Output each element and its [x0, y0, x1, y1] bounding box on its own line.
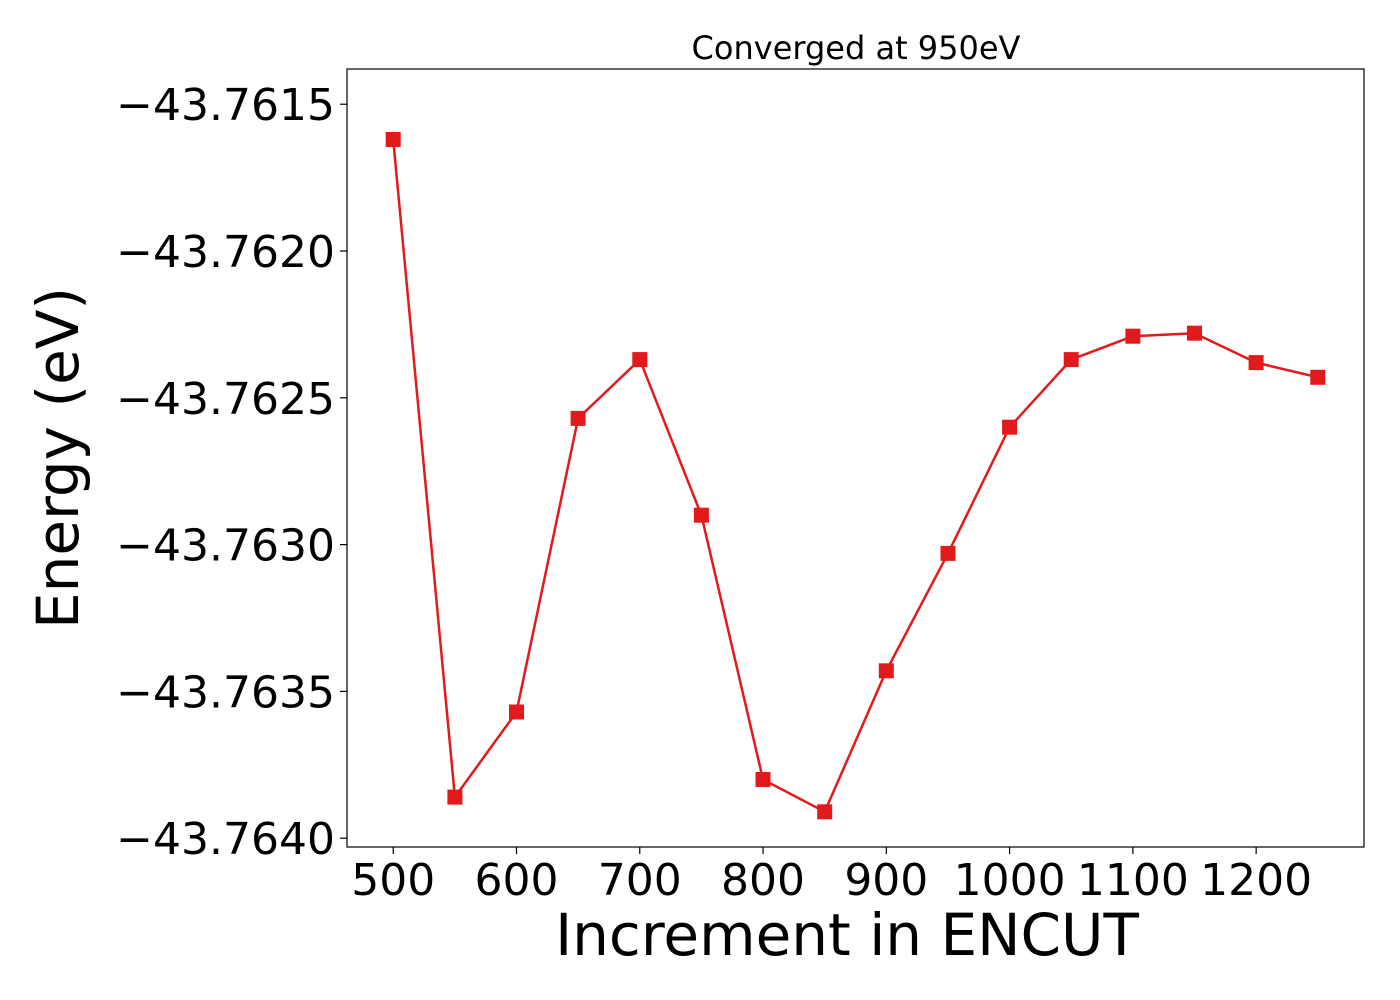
- chart-title: Converged at 950eV: [692, 29, 1021, 67]
- y-tick-label: −43.7625: [116, 374, 335, 425]
- data-point-marker: [1248, 355, 1264, 371]
- x-axis-label: Increment in ENCUT: [555, 901, 1139, 969]
- y-tick-label: −43.7620: [116, 227, 335, 278]
- x-axis-ticks: 500 600 700 800 900 1000 1100 1200: [351, 847, 1312, 906]
- plot-frame: [346, 68, 1365, 848]
- data-point-marker: [509, 704, 524, 720]
- x-tick-label: 900: [844, 855, 928, 906]
- y-axis-label: Energy (eV): [24, 287, 92, 629]
- data-point-marker: [940, 545, 956, 561]
- data-point-marker: [447, 789, 463, 805]
- data-point-marker: [755, 772, 771, 787]
- x-tick-label: 800: [721, 855, 805, 906]
- y-tick-label: −43.7640: [116, 814, 335, 865]
- x-tick-label: 1100: [1077, 855, 1189, 906]
- data-point-marker: [693, 507, 709, 523]
- y-tick-label: −43.7615: [116, 80, 335, 131]
- data-point-marker: [1310, 369, 1326, 385]
- data-point-marker: [817, 804, 833, 820]
- x-tick-label: 600: [475, 855, 559, 906]
- x-tick-label: 500: [351, 855, 435, 906]
- x-tick-label: 700: [598, 855, 682, 906]
- x-tick-label: 1000: [954, 855, 1066, 906]
- data-point-marker: [878, 663, 894, 679]
- data-point-marker: [1063, 352, 1079, 368]
- y-axis-ticks: −43.7615 −43.7620 −43.7625 −43.7630 −43.7635…: [116, 80, 347, 865]
- data-point-marker: [1002, 419, 1018, 435]
- data-point-marker: [1187, 325, 1202, 341]
- data-point-marker: [570, 410, 586, 426]
- data-point-marker: [385, 132, 401, 147]
- series-line: [391, 139, 1319, 814]
- series-layer: [385, 132, 1326, 820]
- y-tick-label: −43.7635: [116, 667, 335, 718]
- x-tick-label: 1200: [1200, 855, 1312, 906]
- data-point-marker: [632, 352, 648, 368]
- y-tick-label: −43.7630: [116, 521, 335, 572]
- data-point-marker: [1125, 328, 1141, 344]
